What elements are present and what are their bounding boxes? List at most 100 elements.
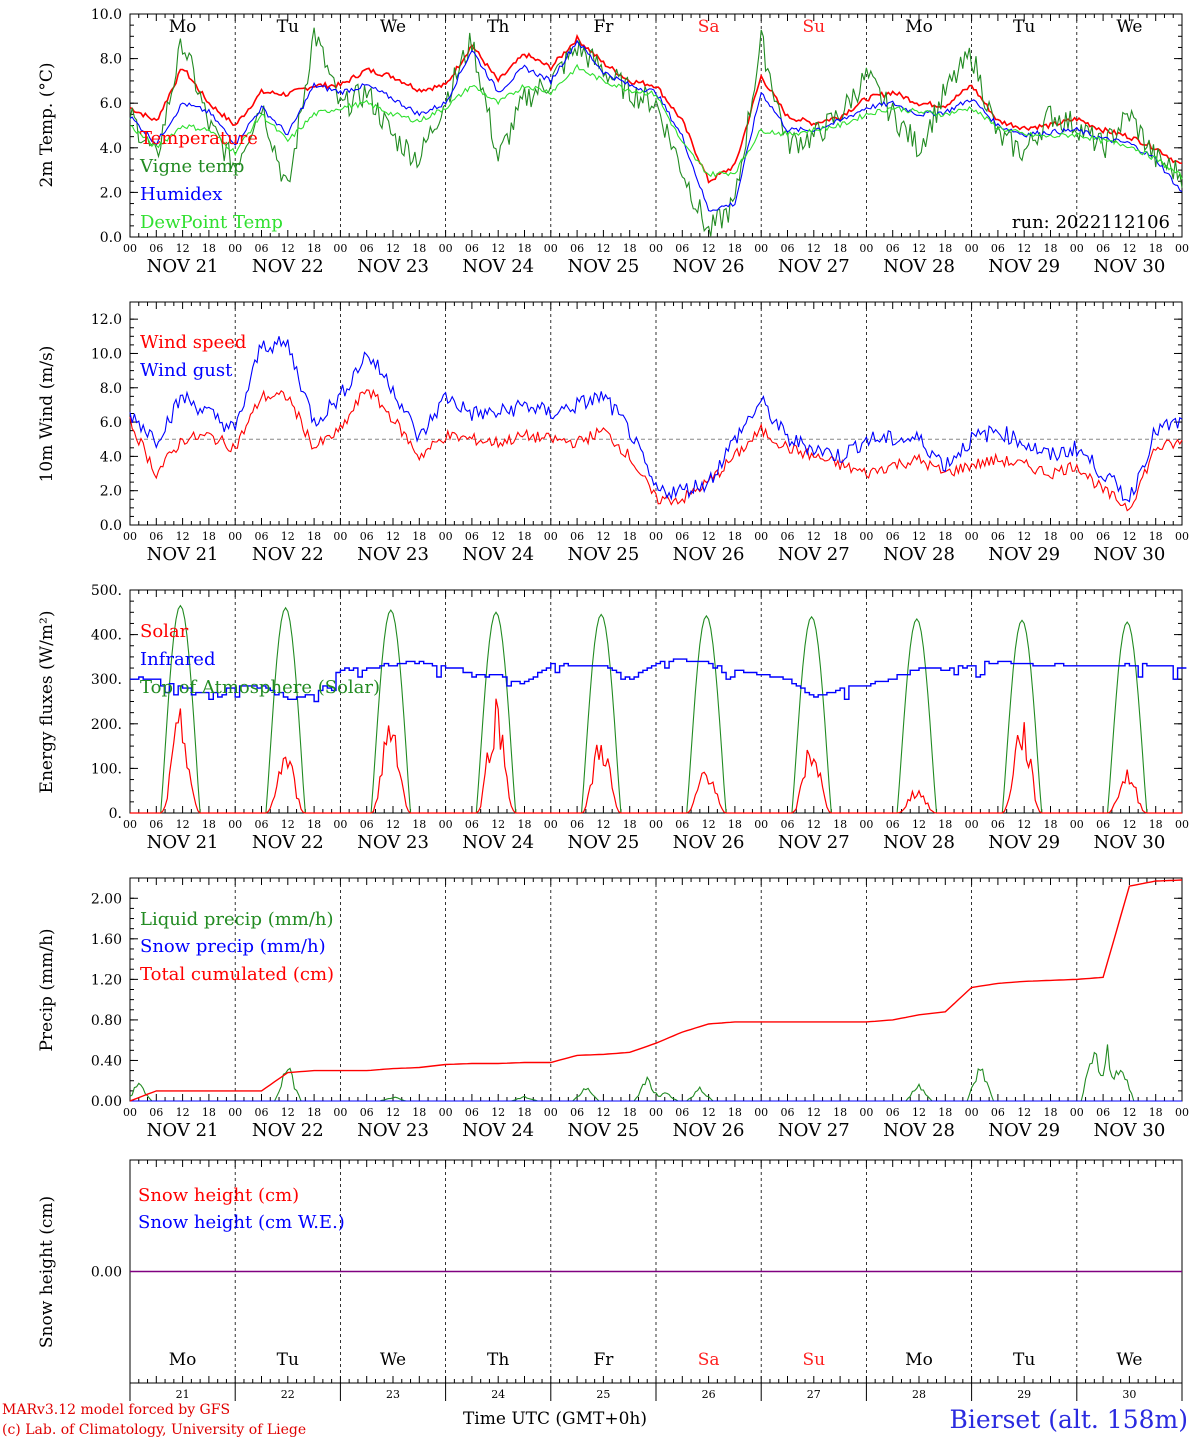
hour-tick-label: 00: [859, 530, 873, 543]
hour-tick-label: 06: [675, 530, 689, 543]
cumulated-precip-line: [129, 879, 1183, 1102]
legend-item: Snow precip (mm/h): [140, 936, 326, 957]
date-label: NOV 26: [673, 1120, 745, 1141]
infrared-line: [130, 658, 1187, 703]
hour-tick-label: 00: [228, 242, 242, 255]
hour-tick-label: 18: [518, 530, 532, 543]
y-tick-label: 4.0: [100, 449, 122, 465]
day-number-label: 28: [912, 1388, 926, 1401]
day-number-label: 26: [702, 1388, 716, 1401]
hour-tick-label: 12: [176, 530, 190, 543]
y-tick-label: 500.: [91, 583, 122, 599]
day-gridlines: [234, 1160, 1078, 1383]
y-tick-label: 1.20: [91, 972, 122, 988]
hour-tick-label: 00: [123, 242, 137, 255]
legend-item: Wind gust: [140, 360, 233, 381]
station-name: Bierset (alt. 158m): [949, 1405, 1188, 1434]
hour-tick-label: 06: [991, 818, 1005, 831]
date-label: NOV 25: [567, 544, 639, 565]
hour-tick-label: 00: [228, 1106, 242, 1119]
hour-tick-label: 06: [360, 242, 374, 255]
hour-tick-label: 12: [386, 1106, 400, 1119]
y-tick-label: 8.0: [100, 52, 122, 68]
hour-tick-label: 00: [1070, 242, 1084, 255]
hour-tick-label: 12: [281, 530, 295, 543]
hour-tick-label: 18: [1044, 1106, 1058, 1119]
y-tick-label: 0.0: [100, 518, 122, 534]
legend-item: Total cumulated (cm): [140, 964, 334, 985]
series-lines: [129, 879, 1183, 1102]
hour-tick-label: 06: [675, 1106, 689, 1119]
hour-tick-label: 00: [1175, 242, 1189, 255]
date-label: NOV 28: [883, 1120, 955, 1141]
hour-tick-label: 06: [675, 818, 689, 831]
y-tick-label: 0.0: [100, 230, 122, 246]
hour-tick-label: 18: [412, 242, 426, 255]
hour-tick-label: 00: [228, 530, 242, 543]
y-axis-label: Snow height (cm): [37, 1196, 57, 1348]
hour-tick-label: 18: [728, 1106, 742, 1119]
hour-tick-label: 06: [781, 1106, 795, 1119]
y-tick-label: 6.0: [100, 415, 122, 431]
hour-tick-label: 18: [1044, 242, 1058, 255]
y-tick-label: 2.0: [100, 185, 122, 201]
legend-item: Wind speed: [140, 332, 246, 353]
legend-item: Top of Atmosphere (Solar): [140, 677, 380, 698]
hour-tick-label: 06: [991, 530, 1005, 543]
legend-item: Solar: [140, 621, 189, 642]
hour-tick-label: 06: [570, 818, 584, 831]
date-label: NOV 29: [988, 1120, 1060, 1141]
hour-tick-label: 00: [649, 818, 663, 831]
hour-tick-label: 12: [912, 242, 926, 255]
y-tick-label: 12.0: [91, 312, 122, 328]
hour-tick-label: 00: [649, 530, 663, 543]
y-tick-label: 0.80: [91, 1013, 122, 1029]
snow-panel: 0.00 Snow height (cm) Snow height (cm) S…: [37, 1159, 1183, 1401]
hour-tick-label: 18: [307, 530, 321, 543]
hour-tick-label: 18: [1149, 242, 1163, 255]
hour-tick-label: 00: [123, 1106, 137, 1119]
date-label: NOV 29: [988, 256, 1060, 277]
y-tick-label: 0.00: [91, 1094, 122, 1110]
hour-tick-label: 00: [965, 530, 979, 543]
series-lines: [129, 27, 1183, 237]
y-tick-label: 6.0: [100, 96, 122, 112]
hour-tick-label: 18: [623, 1106, 637, 1119]
date-label: NOV 23: [357, 832, 429, 853]
hour-tick-label: 18: [938, 530, 952, 543]
hour-tick-label: 12: [386, 530, 400, 543]
date-label: NOV 25: [567, 1120, 639, 1141]
hour-tick-label: 06: [465, 530, 479, 543]
hour-tick-label: 06: [255, 818, 269, 831]
weekday-label: Tu: [1013, 17, 1035, 37]
hour-tick-label: 00: [544, 1106, 558, 1119]
date-label: NOV 26: [673, 832, 745, 853]
y-tick-label: 400.: [91, 628, 122, 644]
day-gridlines: [234, 14, 1078, 237]
legend-item: Vigne temp: [139, 156, 244, 177]
hour-tick-label: 00: [649, 1106, 663, 1119]
day-number-label: 23: [386, 1388, 400, 1401]
hour-tick-label: 00: [754, 530, 768, 543]
legend: Liquid precip (mm/h) Snow precip (mm/h) …: [140, 909, 334, 985]
weekday-label: Tu: [277, 17, 299, 37]
hour-tick-label: 18: [202, 530, 216, 543]
hour-tick-label: 18: [1149, 1106, 1163, 1119]
hour-tick-label: 00: [333, 1106, 347, 1119]
weekday-label: Tu: [277, 1350, 299, 1370]
hour-tick-label: 06: [886, 242, 900, 255]
day-number-label: 27: [807, 1388, 821, 1401]
hour-tick-label: 18: [202, 1106, 216, 1119]
weekday-labels: Mo Tu We Th Fr Sa Su Mo Tu We: [169, 17, 1143, 37]
y-tick-label: 200.: [91, 717, 122, 733]
weekday-label: Sa: [698, 1350, 720, 1370]
y-tick-label: 2.00: [91, 891, 122, 907]
hour-tick-label: 18: [938, 818, 952, 831]
